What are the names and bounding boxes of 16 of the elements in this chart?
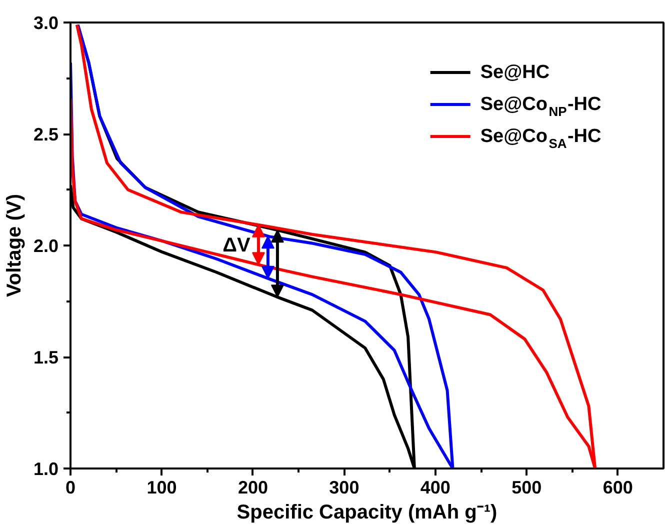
y-tick-label: 3.0 — [33, 13, 59, 33]
annotation: ΔV — [222, 234, 252, 256]
y-tick-label: 2.0 — [33, 236, 59, 256]
x-tick-label: 600 — [602, 478, 633, 498]
y-tick-label: 2.5 — [33, 124, 59, 144]
y-tick-label: 1.5 — [33, 348, 59, 368]
x-tick-label: 500 — [512, 478, 542, 498]
x-tick-label: 100 — [146, 478, 177, 498]
y-tick-label: 1.0 — [33, 459, 59, 479]
x-tick-label: 400 — [420, 478, 450, 498]
x-tick-label: 0 — [65, 478, 76, 498]
x-tick-label: 200 — [238, 478, 268, 498]
y-axis-title: Voltage (V) — [3, 194, 26, 297]
legend-label: Se@HC — [480, 62, 550, 83]
x-axis-title: Specific Capacity (mAh g⁻¹) — [236, 502, 498, 524]
x-tick-label: 300 — [329, 478, 360, 498]
